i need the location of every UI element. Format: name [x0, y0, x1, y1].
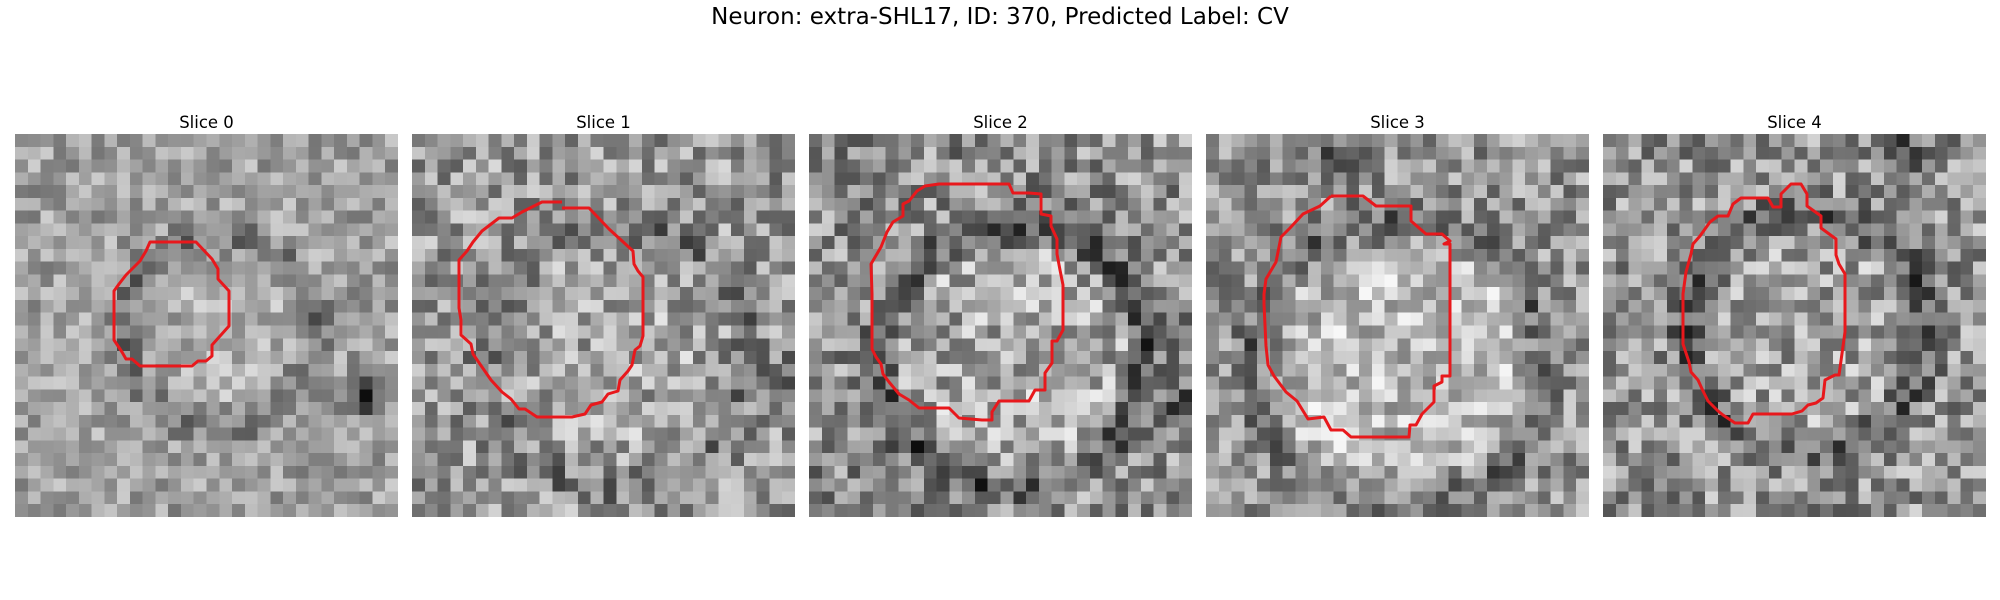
slice-image — [412, 134, 795, 517]
slice-title: Slice 3 — [1370, 113, 1425, 132]
roi-outline — [869, 182, 1065, 422]
roi-outline — [112, 240, 231, 368]
grayscale-image — [412, 134, 795, 517]
roi-outline — [1681, 182, 1847, 425]
slice-panel-4: Slice 4 — [1603, 112, 1986, 517]
slice-title: Slice 1 — [576, 113, 631, 132]
slice-image — [1603, 134, 1986, 517]
slice-title: Slice 4 — [1767, 113, 1822, 132]
slice-title: Slice 2 — [973, 113, 1028, 132]
slice-title: Slice 0 — [179, 113, 234, 132]
slice-image — [809, 134, 1192, 517]
slice-panel-1: Slice 1 — [412, 112, 795, 517]
roi-outline — [457, 200, 645, 419]
slice-image — [1206, 134, 1589, 517]
figure-title: Neuron: extra-SHL17, ID: 370, Predicted … — [711, 4, 1289, 30]
slice-panel-0: Slice 0 — [15, 112, 398, 517]
grayscale-image — [1603, 134, 1986, 517]
grayscale-image — [15, 134, 398, 517]
grayscale-image — [1206, 134, 1589, 517]
slice-image — [15, 134, 398, 517]
roi-outline — [1262, 194, 1452, 439]
slice-panel-2: Slice 2 — [809, 112, 1192, 517]
slice-panel-3: Slice 3 — [1206, 112, 1589, 517]
